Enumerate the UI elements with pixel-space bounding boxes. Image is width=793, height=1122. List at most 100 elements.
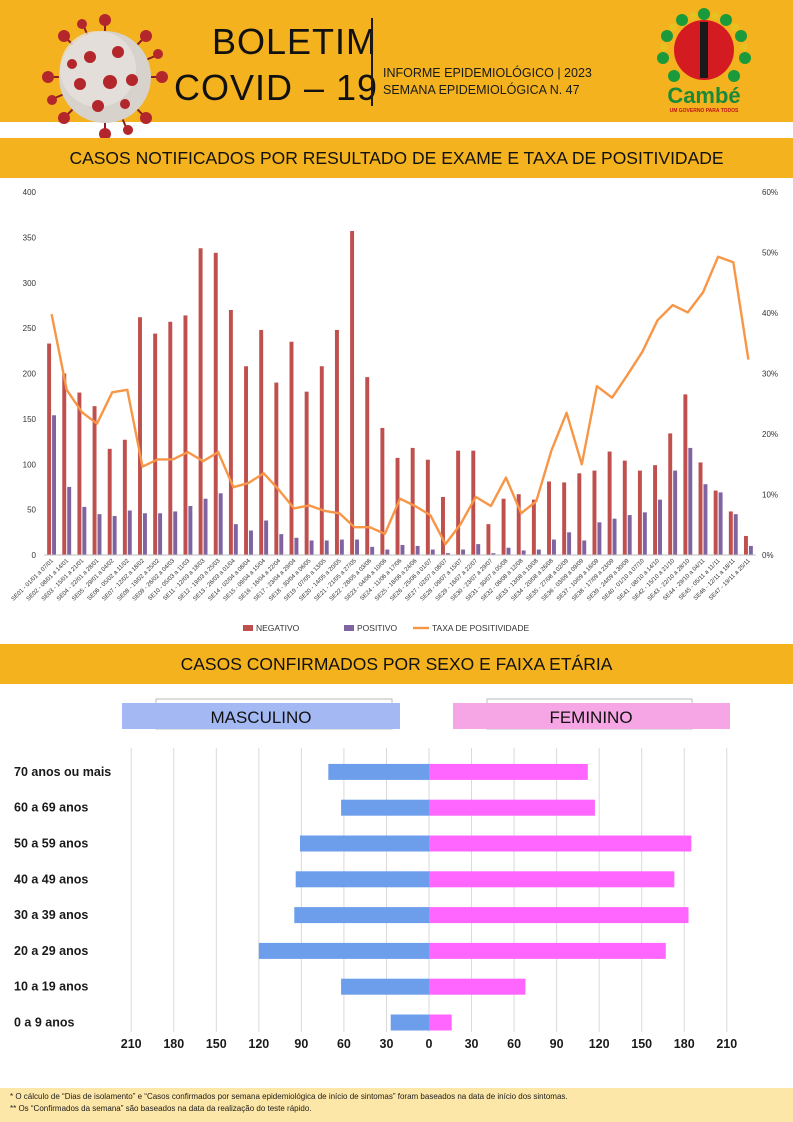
bar-negativo: [668, 433, 673, 555]
bar-masculino: [341, 799, 429, 816]
bar-feminino: [429, 871, 675, 888]
bar-masculino: [294, 907, 429, 924]
bar-positivo: [612, 518, 617, 555]
x-tick-label: 180: [163, 1037, 184, 1051]
y-tick-label: 200: [23, 370, 37, 379]
bar-masculino: [341, 978, 429, 995]
bar-positivo: [173, 511, 178, 555]
x-tick-label: 210: [716, 1037, 737, 1051]
bar-positivo: [461, 549, 466, 555]
bar-negativo: [501, 498, 506, 555]
footnote-2: ** Os “Confirmados da semana” são basead…: [10, 1104, 312, 1113]
bar-masculino: [328, 763, 429, 780]
bar-negativo: [47, 343, 52, 555]
x-tick-label: 30: [465, 1037, 479, 1051]
x-tick-label: 120: [589, 1037, 610, 1051]
bar-negativo: [441, 496, 445, 555]
bar-negativo: [62, 373, 67, 555]
bar-positivo: [688, 447, 693, 555]
bar-negativo: [562, 482, 567, 555]
section-header-sex-age: CASOS CONFIRMADOS POR SEXO E FAIXA ETÁRI…: [0, 644, 793, 684]
bar-negativo: [577, 473, 582, 555]
bar-masculino: [299, 835, 429, 852]
y2-tick-label: 50%: [762, 249, 778, 258]
bar-negativo: [259, 329, 264, 555]
bar-positivo: [733, 514, 738, 555]
bar-positivo: [52, 415, 57, 555]
bar-positivo: [567, 532, 572, 555]
legend-label: TAXA DE POSITIVIDADE: [432, 623, 529, 633]
bar-positivo: [551, 539, 556, 555]
y-tick-label: 350: [23, 233, 37, 242]
masculino-header-box: [122, 703, 400, 729]
age-group-label: 10 a 19 anos: [14, 980, 88, 994]
bar-negativo: [653, 465, 658, 555]
x-tick-label: 60: [337, 1037, 351, 1051]
report-subtitle: INFORME EPIDEMIOLÓGICO | 2023: [383, 66, 592, 80]
legend-swatch: [344, 625, 354, 631]
bar-negativo: [592, 470, 597, 555]
bar-negativo: [92, 406, 97, 555]
x-tick-label: 150: [631, 1037, 652, 1051]
bar-negativo: [728, 511, 733, 555]
cambe-logo-icon: [657, 8, 751, 82]
y2-tick-label: 60%: [762, 188, 778, 197]
x-tick-label: 60: [507, 1037, 521, 1051]
bar-negativo: [77, 392, 82, 555]
y2-tick-label: 30%: [762, 370, 778, 379]
age-group-label: 60 a 69 anos: [14, 801, 88, 815]
footnote-1: * O cálculo de “Dias de isolamento” e “C…: [10, 1092, 568, 1101]
bar-masculino: [390, 1014, 429, 1031]
section-header-tests: CASOS NOTIFICADOS POR RESULTADO DE EXAME…: [0, 138, 793, 178]
y-tick-label: 0: [32, 551, 37, 560]
bar-negativo: [304, 391, 309, 555]
bar-positivo: [203, 498, 208, 555]
bar-positivo: [491, 553, 496, 555]
bar-negativo: [334, 329, 339, 555]
y2-tick-label: 40%: [762, 309, 778, 318]
bar-positivo: [279, 534, 284, 555]
age-group-label: 70 anos ou mais: [14, 765, 111, 779]
bar-positivo: [127, 510, 132, 555]
bar-negativo: [607, 451, 612, 555]
bar-positivo: [627, 515, 632, 555]
bar-negativo: [274, 382, 279, 555]
bar-positivo: [506, 547, 511, 555]
bar-negativo: [743, 535, 748, 555]
bar-positivo: [67, 486, 72, 555]
y-tick-label: 50: [27, 506, 36, 515]
bar-feminino: [429, 1014, 452, 1031]
bar-negativo: [637, 470, 642, 555]
bar-feminino: [429, 942, 666, 959]
line-taxa-positividade: [50, 255, 750, 546]
section-title-tests: CASOS NOTIFICADOS POR RESULTADO DE EXAME…: [69, 148, 724, 168]
masculino-header-label: MASCULINO: [210, 708, 311, 727]
bar-positivo: [294, 537, 299, 555]
bar-positivo: [370, 546, 375, 555]
bar-negativo: [168, 321, 173, 555]
age-group-label: 30 a 39 anos: [14, 908, 88, 922]
bar-negativo: [456, 450, 461, 555]
bar-negativo: [425, 459, 430, 555]
legend-label: NEGATIVO: [256, 623, 300, 633]
bar-negativo: [138, 317, 142, 555]
bar-negativo: [289, 341, 294, 555]
bar-positivo: [597, 522, 602, 555]
header: BOLETIM COVID – 19 INFORME EPIDEMIOLÓGIC…: [0, 0, 793, 140]
bar-positivo: [218, 493, 223, 555]
feminino-header-box: [453, 703, 730, 729]
y2-tick-label: 0%: [762, 551, 774, 560]
bar-negativo: [183, 315, 188, 555]
bar-positivo: [385, 549, 390, 555]
bar-positivo: [748, 545, 753, 555]
bar-negativo: [516, 494, 521, 555]
epidemiological-week: SEMANA EPIDEMIOLÓGICA N. 47: [383, 83, 580, 97]
logo-wordmark: Cambé: [667, 83, 741, 108]
bar-negativo: [319, 366, 324, 555]
footer-notes: * O cálculo de “Dias de isolamento” e “C…: [0, 1088, 793, 1122]
y2-tick-label: 10%: [762, 491, 778, 500]
bar-feminino: [429, 978, 526, 995]
bar-negativo: [410, 447, 415, 555]
bar-positivo: [355, 539, 359, 555]
legend-swatch: [243, 625, 253, 631]
